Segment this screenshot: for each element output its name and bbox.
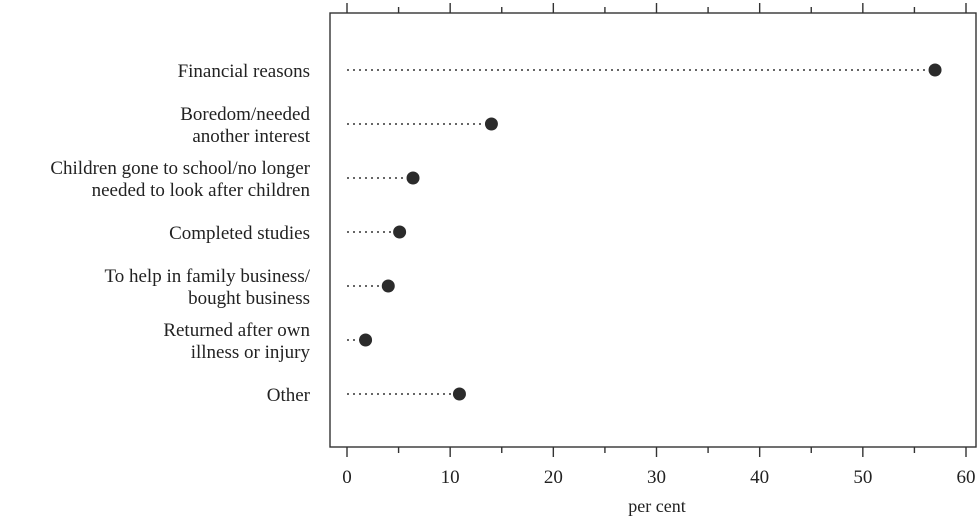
category-label: Completed studies (169, 223, 310, 244)
plot-frame (329, 12, 977, 448)
data-point (381, 279, 395, 293)
top-axis-ticks (346, 3, 967, 13)
x-tick-label: 60 (957, 467, 976, 488)
category-label: bought business (188, 288, 310, 309)
category-label: Boredom/needed (180, 104, 310, 125)
x-axis-title: per cent (628, 496, 685, 516)
x-tick-label: 50 (853, 467, 872, 488)
x-tick-label: 40 (750, 467, 769, 488)
category-label: Other (267, 385, 311, 406)
bottom-axis-ticks (346, 447, 967, 457)
data-points (359, 63, 942, 401)
category-label: To help in family business/ (104, 266, 310, 287)
x-tick-label: 30 (647, 467, 666, 488)
x-tick-labels: 0 10 20 30 40 50 60 (342, 467, 975, 488)
category-label: Financial reasons (178, 61, 310, 82)
data-point (484, 117, 498, 131)
category-label: Returned after own (163, 320, 310, 341)
x-tick-label: 10 (441, 467, 460, 488)
data-point (452, 387, 466, 401)
leader-lines (347, 69, 936, 395)
data-point (406, 171, 420, 185)
category-label: Children gone to school/no longer (50, 158, 310, 179)
x-tick-label: 0 (342, 467, 352, 488)
category-label: illness or injury (191, 342, 311, 363)
x-tick-label: 20 (544, 467, 563, 488)
data-point (928, 63, 942, 77)
data-point (393, 225, 407, 239)
category-label: needed to look after children (92, 180, 311, 201)
category-label: another interest (192, 126, 310, 147)
data-point (359, 333, 373, 347)
